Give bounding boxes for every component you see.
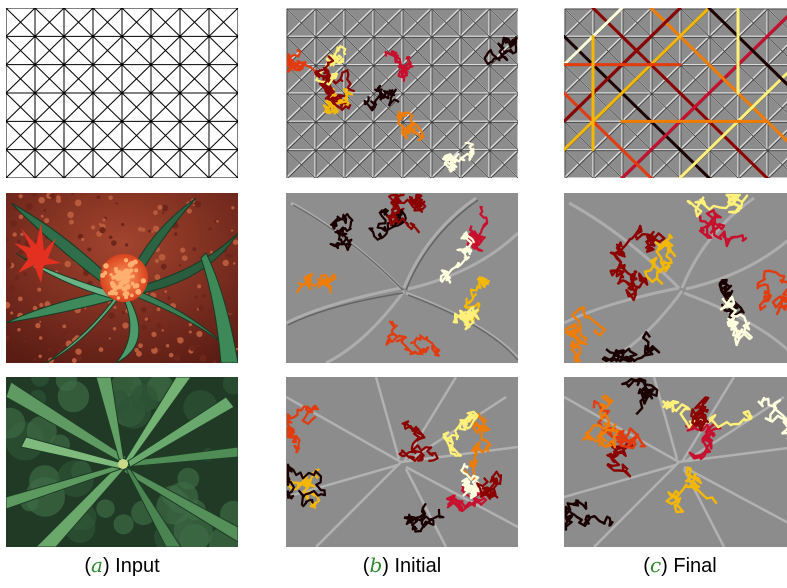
final-grid-paths-image [564, 8, 787, 178]
panel-input-bromeliad [6, 193, 238, 363]
caption-input-label: Input [115, 555, 160, 577]
caption-initial: (b) Initial [362, 553, 442, 577]
final-leaves-paths-image [564, 377, 787, 547]
caption-input: (a) Input [84, 553, 160, 577]
leafy-plant-photo [6, 377, 238, 547]
panel-input-grid [6, 8, 238, 178]
final-bromeliad-paths-image [564, 193, 787, 363]
caption-final: (c) Final [643, 553, 717, 577]
panel-final-grid [564, 8, 787, 178]
caption-initial-letter: b [369, 553, 383, 577]
initial-grid-paths-image [286, 8, 518, 178]
panel-input-leaves [6, 377, 238, 547]
triangle-grid-image [6, 8, 238, 178]
panel-initial-bromeliad [286, 193, 518, 363]
panel-final-bromeliad [564, 193, 787, 363]
caption-final-letter: c [649, 553, 662, 577]
bromeliad-photo [6, 193, 238, 363]
caption-final-label: Final [673, 555, 717, 577]
initial-leaves-paths-image [286, 377, 518, 547]
panel-initial-leaves [286, 377, 518, 547]
panel-initial-grid [286, 8, 518, 178]
initial-bromeliad-paths-image [286, 193, 518, 363]
caption-input-letter: a [91, 553, 103, 577]
panel-final-leaves [564, 377, 787, 547]
caption-initial-label: Initial [394, 555, 442, 577]
